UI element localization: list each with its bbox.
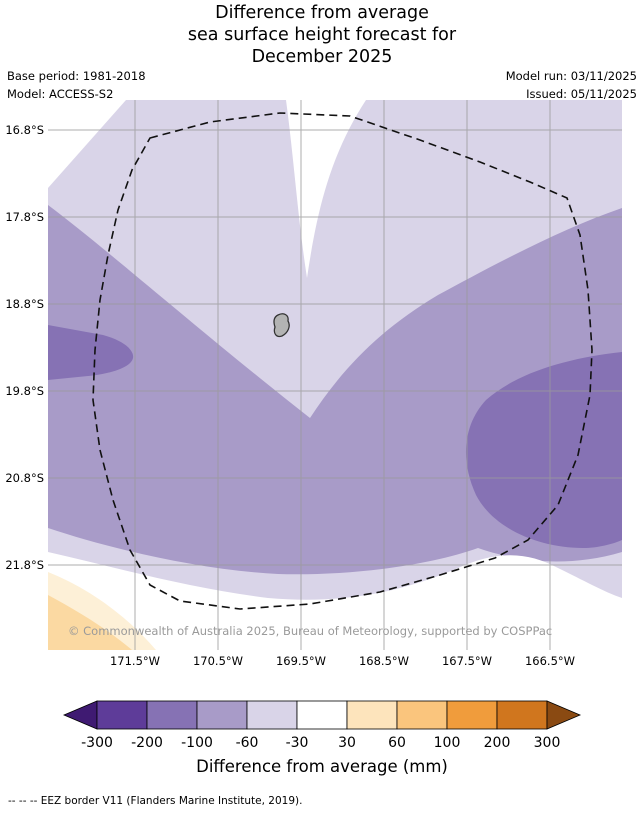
map-svg xyxy=(48,100,622,650)
meta-left: Base period: 1981-2018 Model: ACCESS-S2 xyxy=(7,67,146,103)
colorbar-cell-3 xyxy=(246,700,298,730)
colorbar-cell-0 xyxy=(96,700,148,730)
x-tick-5: 166.5°W xyxy=(524,654,576,668)
colorbar-tick-3: -60 xyxy=(235,735,259,751)
contour-band-dark-west xyxy=(48,325,134,380)
colorbar-right-arrow xyxy=(546,700,582,730)
copyright-text: © Commonwealth of Australia 2025, Bureau… xyxy=(68,624,553,638)
x-tick-0: 171.5°W xyxy=(109,654,161,668)
colorbar-tick-1: -200 xyxy=(131,735,163,751)
colorbar-tick-2: -100 xyxy=(181,735,213,751)
title-line-3: December 2025 xyxy=(251,47,393,67)
title-line-2: sea surface height forecast for xyxy=(187,25,457,45)
eez-border-line xyxy=(92,112,593,610)
colorbar-cell-1 xyxy=(146,700,198,730)
island-shape xyxy=(273,313,290,338)
colorbar-cell-6 xyxy=(396,700,448,730)
x-tick-3: 168.5°W xyxy=(358,654,410,668)
colorbar-tick-9: 300 xyxy=(533,735,561,751)
grid-lines xyxy=(48,100,622,650)
colorbar-cell-2 xyxy=(196,700,248,730)
contour-white-topleft xyxy=(48,100,126,188)
model-run-text: Model run: 03/11/2025 xyxy=(505,69,637,83)
y-tick-3: 19.8°S xyxy=(5,384,44,398)
y-tick-0: 16.8°S xyxy=(5,123,44,137)
x-tick-1: 170.5°W xyxy=(192,654,244,668)
y-tick-1: 17.8°S xyxy=(5,210,44,224)
x-tick-2: 169.5°W xyxy=(275,654,327,668)
contour-white-wedge xyxy=(286,100,366,278)
colorbar-tick-7: 100 xyxy=(433,735,461,751)
colorbar-tick-4: -30 xyxy=(285,735,309,751)
contour-band-orange xyxy=(48,595,132,650)
y-tick-5: 21.8°S xyxy=(5,558,44,572)
colorbar-cell-8 xyxy=(496,700,548,730)
y-tick-4: 20.8°S xyxy=(5,471,44,485)
page-title: Difference from average sea surface heig… xyxy=(0,2,644,68)
colorbar-cell-5 xyxy=(346,700,398,730)
colorbar-cell-7 xyxy=(446,700,498,730)
y-tick-2: 18.8°S xyxy=(5,297,44,311)
x-tick-4: 167.5°W xyxy=(441,654,493,668)
colorbar-cell-4 xyxy=(296,700,348,730)
contour-band-dark-east xyxy=(465,352,622,548)
colorbar-tick-0: -300 xyxy=(81,735,113,751)
colorbar-tick-5: 30 xyxy=(338,735,356,751)
title-line-1: Difference from average xyxy=(215,3,429,23)
colorbar xyxy=(62,700,582,730)
contour-white-south xyxy=(48,552,622,650)
issued-date-text: Issued: 05/11/2025 xyxy=(526,87,637,101)
base-period-text: Base period: 1981-2018 xyxy=(7,69,146,83)
eez-legend-text: -- -- -- EEZ border V11 (Flanders Marine… xyxy=(8,795,303,807)
colorbar-left-arrow xyxy=(62,700,98,730)
meta-right: Model run: 03/11/2025 Issued: 05/11/2025 xyxy=(506,67,637,103)
colorbar-axis-label: Difference from average (mm) xyxy=(196,757,448,776)
colorbar-tick-6: 60 xyxy=(388,735,406,751)
colorbar-tick-8: 200 xyxy=(483,735,511,751)
map-area: © Commonwealth of Australia 2025, Bureau… xyxy=(48,100,622,650)
model-name-text: Model: ACCESS-S2 xyxy=(7,87,114,101)
